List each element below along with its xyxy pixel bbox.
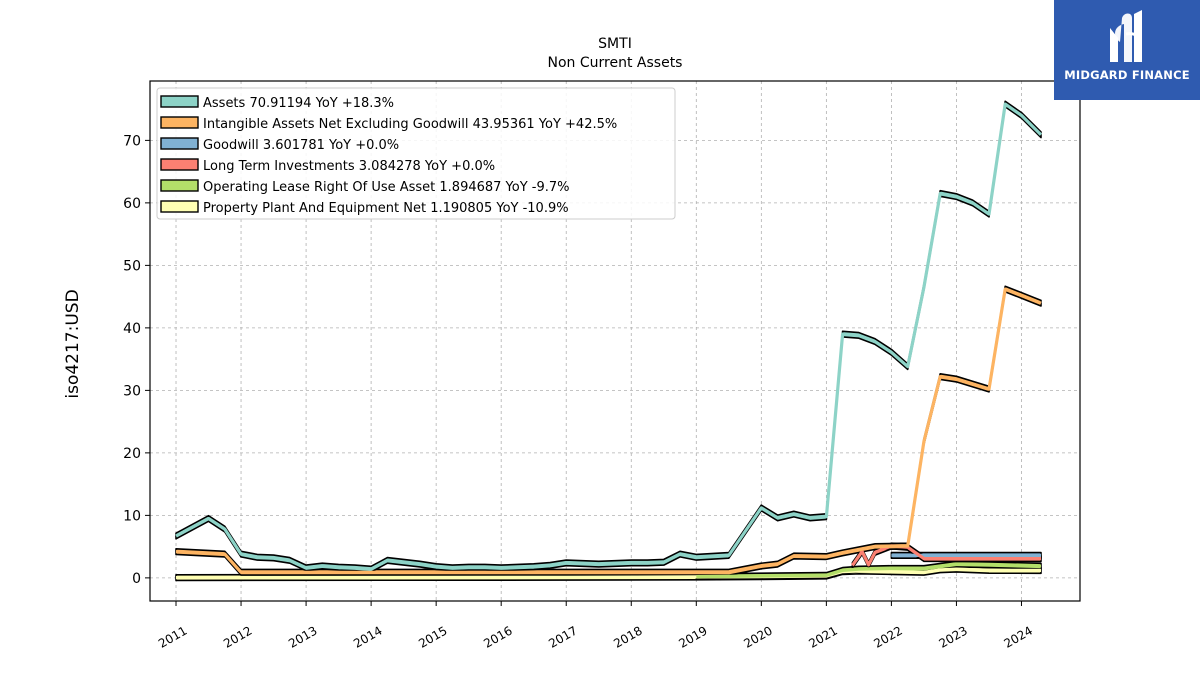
chart-title: SMTI: [598, 36, 632, 52]
y-tick-label: 20: [123, 446, 141, 462]
plot-frame: [149, 80, 1081, 602]
legend-label: Property Plant And Equipment Net 1.19080…: [203, 201, 569, 216]
legend-label: Intangible Assets Net Excluding Goodwill…: [203, 117, 617, 132]
series-line: [175, 102, 1043, 571]
legend: Assets 70.91194 YoY +18.3% Intangible Ass…: [156, 87, 676, 220]
y-tick-label: 10: [123, 508, 141, 524]
x-tick-label: 2021: [806, 623, 839, 650]
series-line: [175, 567, 1041, 580]
legend-label: Operating Lease Right Of Use Asset 1.894…: [203, 180, 570, 195]
series-area: [175, 285, 1042, 576]
legend-label: Long Term Investments 3.084278 YoY +0.0%: [203, 159, 495, 174]
x-tick-label: 2020: [741, 623, 774, 650]
x-tick-label: 2019: [676, 623, 709, 650]
legend-swatch: [160, 158, 199, 171]
series-line: [175, 287, 1042, 574]
y-tick-label: 0: [132, 571, 141, 587]
x-tick-label: 2012: [221, 623, 254, 650]
brand-name: MIDGARD FINANCE: [1064, 68, 1190, 82]
legend-swatch: [160, 137, 199, 150]
plot-lines: [175, 102, 1043, 580]
y-axis-label: iso4217:USD: [63, 289, 83, 398]
x-tick-label: 2024: [1002, 623, 1035, 650]
x-tick-label: 2018: [611, 623, 644, 650]
brand-logo: MIDGARD FINANCE: [1054, 0, 1200, 100]
legend-box: [156, 87, 676, 220]
x-tick-label: 2011: [156, 623, 189, 650]
legend-swatch: [160, 95, 199, 108]
y-tick-label: 70: [123, 133, 141, 149]
legend-label: Assets 70.91194 YoY +18.3%: [203, 96, 394, 111]
x-tick-label: 2017: [546, 623, 579, 650]
chart-subtitle: Non Current Assets: [548, 55, 683, 71]
x-tick-label: 2022: [871, 623, 904, 650]
y-tick-label: 40: [123, 321, 141, 337]
series-line: [696, 562, 1042, 579]
y-tick-label: 50: [123, 258, 141, 274]
x-tick-label: 2016: [481, 623, 514, 650]
x-tick-label: 2015: [416, 623, 449, 650]
brand-mark-icon: [1110, 10, 1142, 62]
x-tick-label: 2014: [351, 623, 384, 650]
legend-label: Goodwill 3.601781 YoY +0.0%: [203, 138, 399, 153]
x-tick-label: 2023: [936, 623, 969, 650]
legend-swatch: [160, 116, 199, 129]
x-tick-label: 2013: [286, 623, 319, 650]
y-tick-label: 60: [123, 196, 141, 212]
y-tick-label: 30: [123, 383, 141, 399]
legend-swatch: [160, 200, 199, 213]
legend-swatch: [160, 179, 199, 192]
